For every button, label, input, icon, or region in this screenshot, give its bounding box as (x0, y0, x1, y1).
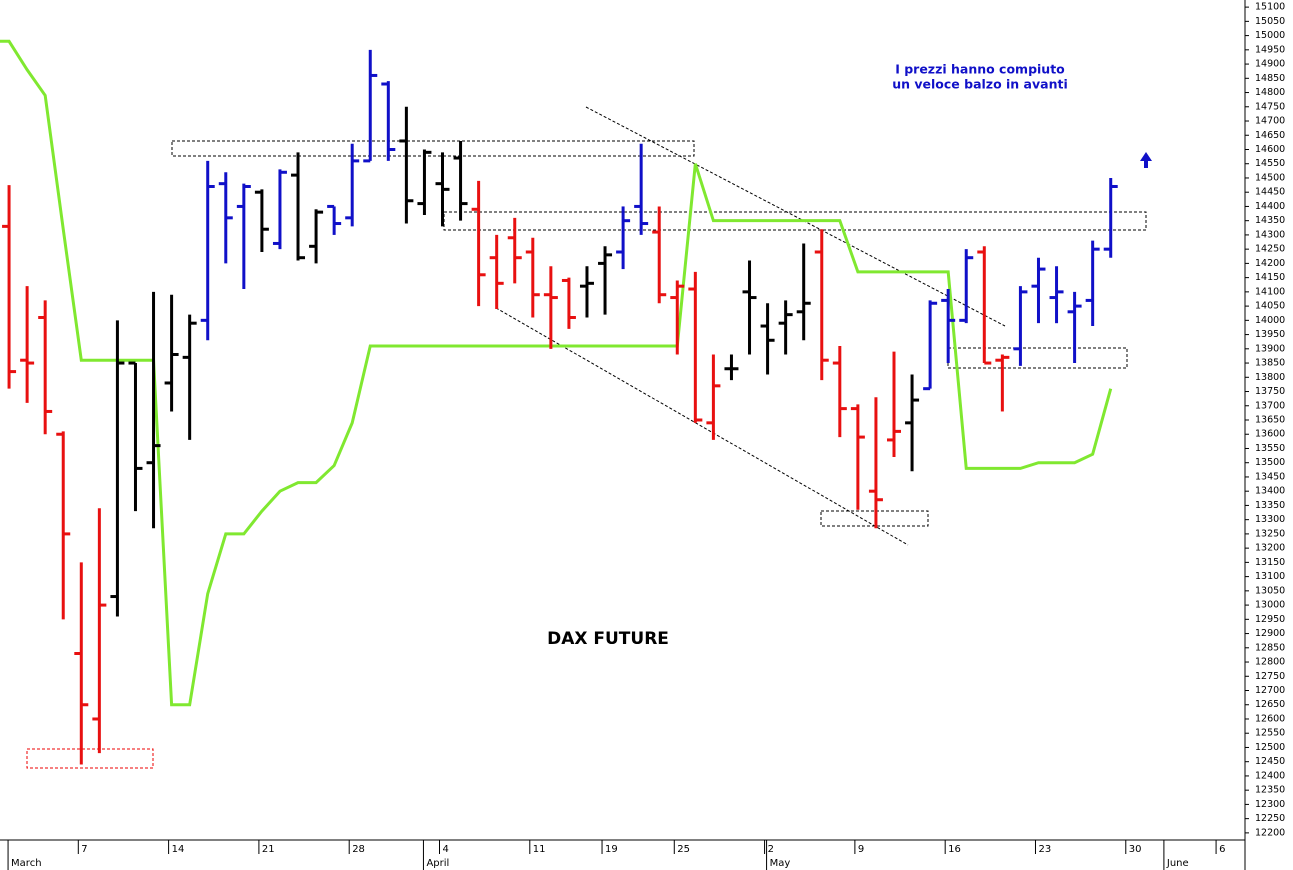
x-tick-label: 16 (948, 844, 961, 855)
y-tick-label: 14950 (1255, 44, 1285, 55)
y-tick-label: 12750 (1255, 671, 1285, 682)
y-tick-label: 13500 (1255, 457, 1285, 468)
support-box (947, 347, 1128, 369)
y-tick-label: 14050 (1255, 301, 1285, 312)
y-tick-label: 15050 (1255, 16, 1285, 27)
y-tick-label: 13450 (1255, 471, 1285, 482)
y-tick-label: 13600 (1255, 429, 1285, 440)
y-tick-label: 13800 (1255, 372, 1285, 383)
indicator-line (0, 39, 1113, 707)
y-tick-label: 14100 (1255, 286, 1285, 297)
x-tick-label: 19 (605, 844, 618, 855)
y-tick-label: 12400 (1255, 770, 1285, 781)
x-tick-label: 30 (1129, 844, 1142, 855)
y-tick-label: 12300 (1255, 799, 1285, 810)
y-tick-label: 14150 (1255, 272, 1285, 283)
y-tick-label: 13300 (1255, 514, 1285, 525)
annotation-text: un veloce balzo in avanti (892, 77, 1067, 92)
y-tick-label: 12350 (1255, 785, 1285, 796)
y-tick-label: 12600 (1255, 713, 1285, 724)
y-tick-label: 14350 (1255, 215, 1285, 226)
x-tick-label: 7 (81, 844, 87, 855)
x-tick-label: 9 (858, 844, 864, 855)
y-tick-label: 12200 (1255, 827, 1285, 838)
y-tick-label: 13400 (1255, 486, 1285, 497)
y-tick-label: 14900 (1255, 59, 1285, 70)
y-tick-label: 13650 (1255, 415, 1285, 426)
x-tick-label: 6 (1219, 844, 1225, 855)
y-tick-label: 12550 (1255, 728, 1285, 739)
y-tick-label: 14300 (1255, 229, 1285, 240)
plot-area (0, 39, 1118, 765)
trend-line (585, 106, 1006, 327)
month-label: May (770, 858, 791, 869)
y-tick-label: 12500 (1255, 742, 1285, 753)
y-tick-label: 13200 (1255, 543, 1285, 554)
x-tick-label: 21 (262, 844, 275, 855)
y-tick-label: 14400 (1255, 201, 1285, 212)
x-tick-label: 11 (533, 844, 546, 855)
x-tick-label: 25 (677, 844, 690, 855)
y-tick-label: 15100 (1255, 2, 1285, 13)
y-tick-label: 12650 (1255, 699, 1285, 710)
y-tick-label: 13100 (1255, 571, 1285, 582)
x-tick-label: 2 (768, 844, 774, 855)
y-tick-label: 14650 (1255, 130, 1285, 141)
resistance-box (171, 140, 695, 157)
month-label: March (11, 858, 41, 869)
y-tick-label: 14450 (1255, 187, 1285, 198)
month-label: April (426, 858, 449, 869)
y-tick-label: 15000 (1255, 30, 1285, 41)
y-tick-label: 12800 (1255, 657, 1285, 668)
y-tick-label: 14750 (1255, 101, 1285, 112)
y-tick-label: 14600 (1255, 144, 1285, 155)
y-tick-label: 13050 (1255, 585, 1285, 596)
y-tick-label: 14500 (1255, 172, 1285, 183)
y-tick-label: 13250 (1255, 528, 1285, 539)
y-tick-label: 13550 (1255, 443, 1285, 454)
y-tick-label: 13950 (1255, 329, 1285, 340)
y-tick-label: 12900 (1255, 628, 1285, 639)
support-box (26, 748, 154, 769)
y-tick-label: 14550 (1255, 158, 1285, 169)
y-tick-label: 13150 (1255, 557, 1285, 568)
up-arrow (1140, 152, 1152, 168)
chart-title: DAX FUTURE (547, 629, 669, 649)
y-tick-label: 14800 (1255, 87, 1285, 98)
y-tick-label: 14850 (1255, 73, 1285, 84)
x-tick-label: 4 (443, 844, 449, 855)
y-tick-label: 12450 (1255, 756, 1285, 767)
x-tick-label: 23 (1038, 844, 1051, 855)
y-tick-label: 14700 (1255, 116, 1285, 127)
y-tick-label: 14250 (1255, 244, 1285, 255)
annotation-text: I prezzi hanno compiuto (895, 62, 1065, 77)
y-tick-label: 13850 (1255, 358, 1285, 369)
y-tick-label: 12250 (1255, 813, 1285, 824)
y-tick-label: 12950 (1255, 614, 1285, 625)
x-tick-label: 28 (352, 844, 365, 855)
y-tick-label: 14200 (1255, 258, 1285, 269)
y-tick-label: 12700 (1255, 685, 1285, 696)
y-tick-label: 13350 (1255, 500, 1285, 511)
month-label: June (1166, 858, 1189, 869)
y-tick-label: 13000 (1255, 600, 1285, 611)
y-tick-label: 12850 (1255, 642, 1285, 653)
y-tick-label: 14000 (1255, 315, 1285, 326)
y-tick-label: 13700 (1255, 400, 1285, 411)
y-tick-label: 13900 (1255, 343, 1285, 354)
y-tick-label: 13750 (1255, 386, 1285, 397)
trend-line (495, 307, 909, 546)
x-tick-label: 14 (172, 844, 185, 855)
